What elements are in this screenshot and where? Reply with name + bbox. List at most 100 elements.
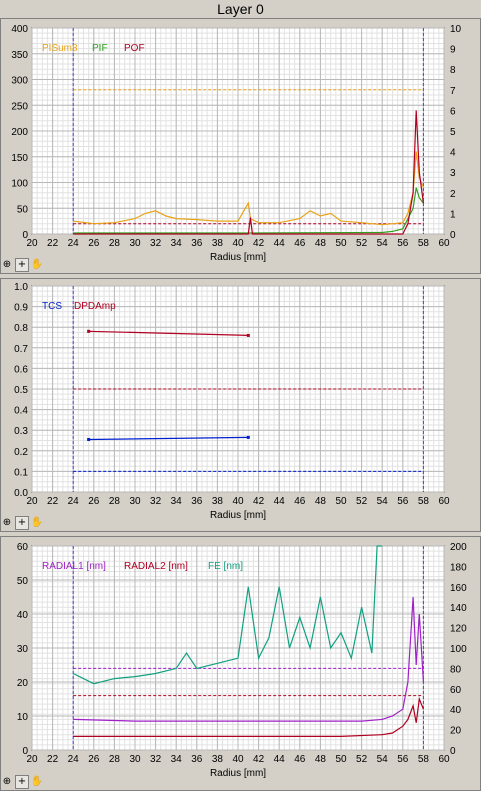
y-tick-label-right: 10 [450, 24, 462, 35]
x-tick-label: 46 [294, 238, 306, 249]
chart-1: 20 22 24 26 28 30 32 34 36 38 40 42 44 46 48 50 52 54 56 58… [0, 18, 481, 274]
x-axis-label: Radius [mm] [210, 768, 266, 779]
y-tick-label: 300 [11, 76, 28, 87]
x-tick-label: 20 [26, 496, 38, 507]
y-tick-label: 100 [11, 179, 28, 190]
x-tick-label: 36 [191, 238, 203, 249]
legend-entry: RADIAL2 [nm] [124, 561, 188, 572]
x-tick-label: 50 [335, 754, 347, 765]
legend-entry: FE [nm] [208, 561, 243, 572]
x-tick-label: 56 [397, 238, 409, 249]
x-tick-label: 36 [191, 754, 203, 765]
legend-entry: TCS [42, 301, 62, 312]
y-tick-label: 0 [22, 230, 28, 241]
x-tick-label: 38 [212, 496, 224, 507]
x-tick-label: 60 [438, 496, 450, 507]
x-tick-label: 58 [418, 754, 430, 765]
x-tick-label: 60 [438, 754, 450, 765]
y-tick-label: 0.4 [14, 406, 28, 417]
x-tick-label: 40 [232, 754, 244, 765]
series-line [88, 436, 249, 441]
hand-icon[interactable]: ✋ [30, 259, 44, 270]
series-line [73, 596, 424, 722]
y-tick-label: 50 [17, 576, 29, 587]
y-tick-label-right: 6 [450, 106, 456, 117]
zoom-icon[interactable]: ⊕ [2, 259, 12, 270]
x-tick-label: 52 [356, 754, 368, 765]
series-line [88, 330, 249, 336]
x-tick-label: 54 [377, 496, 389, 507]
y-tick-label: 40 [17, 610, 29, 621]
y-tick-label-right: 4 [450, 148, 456, 159]
x-tick-label: 34 [171, 496, 183, 507]
x-tick-label: 54 [377, 238, 389, 249]
x-tick-label: 58 [418, 238, 430, 249]
x-tick-label: 26 [88, 496, 100, 507]
series-line [73, 187, 424, 234]
chart-panel-2: 20 22 24 26 28 30 32 34 36 38 40 42 44 46 48 50 52 54 56 58… [0, 278, 481, 532]
zoom-icon[interactable]: ⊕ [2, 776, 12, 787]
x-tick-label: 22 [47, 496, 59, 507]
x-tick-label: 50 [335, 238, 347, 249]
x-tick-label: 20 [26, 238, 38, 249]
x-tick-label: 22 [47, 238, 59, 249]
crosshair-icon[interactable]: + [15, 516, 29, 530]
hand-icon[interactable]: ✋ [30, 517, 44, 528]
data-point [246, 333, 250, 337]
x-tick-label: 46 [294, 754, 306, 765]
x-tick-label: 40 [232, 238, 244, 249]
zoom-icon[interactable]: ⊕ [2, 517, 12, 528]
y-tick-label: 50 [17, 204, 29, 215]
series-line [73, 110, 424, 235]
y-tick-label: 0.0 [14, 488, 28, 499]
y-tick-label: 0.6 [14, 364, 28, 375]
y-tick-label-right: 100 [450, 644, 467, 655]
x-tick-label: 58 [418, 496, 430, 507]
y-tick-label-right: 7 [450, 86, 456, 97]
y-tick-label-right: 80 [450, 664, 462, 675]
x-tick-label: 48 [315, 496, 327, 507]
x-tick-label: 42 [253, 754, 265, 765]
x-tick-label: 54 [377, 754, 389, 765]
y-tick-label-right: 2 [450, 189, 456, 200]
y-tick-label: 0.8 [14, 323, 28, 334]
x-tick-label: 42 [253, 238, 265, 249]
crosshair-icon[interactable]: + [15, 775, 29, 789]
y-tick-label: 0.3 [14, 426, 28, 437]
y-tick-label: 30 [17, 644, 29, 655]
chart-panel-1: 20 22 24 26 28 30 32 34 36 38 40 42 44 46 48 50 52 54 56 58… [0, 18, 481, 274]
x-tick-label: 44 [274, 496, 286, 507]
x-axis-label: Radius [mm] [210, 510, 266, 521]
y-tick-label-right: 60 [450, 685, 462, 696]
y-tick-label-right: 180 [450, 562, 467, 573]
y-tick-label-right: 1 [450, 209, 456, 220]
x-tick-label: 34 [171, 754, 183, 765]
legend-entry: DPDAmp [74, 301, 116, 312]
x-tick-label: 30 [129, 754, 141, 765]
data-point [87, 329, 91, 333]
legend-entry: PISum8 [42, 43, 78, 54]
y-tick-label: 60 [17, 542, 29, 553]
x-tick-label: 34 [171, 238, 183, 249]
y-tick-label-right: 200 [450, 542, 467, 553]
x-tick-label: 24 [68, 238, 80, 249]
x-tick-label: 32 [150, 238, 162, 249]
y-tick-label: 200 [11, 127, 28, 138]
y-tick-label: 250 [11, 101, 28, 112]
x-tick-label: 36 [191, 496, 203, 507]
hand-icon[interactable]: ✋ [30, 776, 44, 787]
y-tick-label-right: 3 [450, 168, 456, 179]
y-tick-label-right: 40 [450, 705, 462, 716]
y-tick-label: 0.7 [14, 344, 28, 355]
chart-toolbar-1: ⊕ + ✋ [0, 257, 44, 273]
crosshair-icon[interactable]: + [15, 258, 29, 272]
data-point [246, 435, 250, 439]
x-tick-label: 24 [68, 754, 80, 765]
legend-entry: PIF [92, 43, 108, 54]
x-tick-label: 44 [274, 238, 286, 249]
x-tick-label: 32 [150, 496, 162, 507]
x-tick-label: 40 [232, 496, 244, 507]
x-tick-label: 56 [397, 496, 409, 507]
legend-entry: POF [124, 43, 145, 54]
y-tick-label-right: 20 [450, 726, 462, 737]
